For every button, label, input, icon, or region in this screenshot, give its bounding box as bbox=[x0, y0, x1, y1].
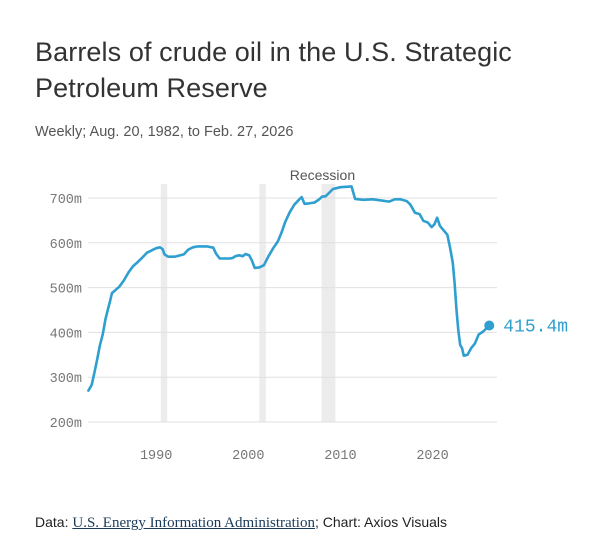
x-tick-label: 1990 bbox=[140, 449, 172, 464]
recession-band bbox=[321, 184, 336, 422]
recession-label: Recession bbox=[290, 167, 355, 183]
y-tick-label: 200m bbox=[50, 417, 82, 432]
line-chart: 200m 300m 400m 500m 600m 700m 1990 2000 2010 202… bbox=[50, 167, 568, 464]
recession-band bbox=[160, 184, 168, 422]
footer: Data: U.S. Energy Information Administra… bbox=[35, 514, 447, 532]
y-tick-label: 400m bbox=[50, 327, 82, 342]
chart-subtitle: Weekly; Aug. 20, 1982, to Feb. 27, 2026 bbox=[35, 124, 294, 140]
y-tick-label: 700m bbox=[50, 193, 82, 208]
y-axis-labels: 200m 300m 400m 500m 600m 700m bbox=[50, 193, 82, 432]
y-tick-label: 300m bbox=[50, 372, 82, 387]
series-line bbox=[87, 185, 491, 392]
x-tick-label: 2000 bbox=[232, 449, 264, 464]
y-tick-label: 500m bbox=[50, 283, 82, 298]
x-tick-label: 2010 bbox=[324, 449, 356, 464]
chart-title: Barrels of crude oil in the U.S. Strateg… bbox=[35, 37, 512, 103]
source-link[interactable]: U.S. Energy Information Administration bbox=[72, 515, 315, 531]
grid-lines bbox=[88, 197, 497, 423]
footer-data-prefix: Data: bbox=[35, 514, 73, 530]
footer-credit: ; Chart: Axios Visuals bbox=[314, 514, 448, 530]
end-value-label: 415.4m bbox=[503, 318, 568, 338]
x-tick-label: 2020 bbox=[416, 449, 448, 464]
x-axis-labels: 1990 2000 2010 2020 bbox=[140, 449, 449, 464]
recession-band bbox=[259, 184, 266, 422]
recession-bands bbox=[160, 184, 336, 422]
end-point bbox=[484, 320, 495, 331]
y-tick-label: 600m bbox=[50, 238, 82, 253]
